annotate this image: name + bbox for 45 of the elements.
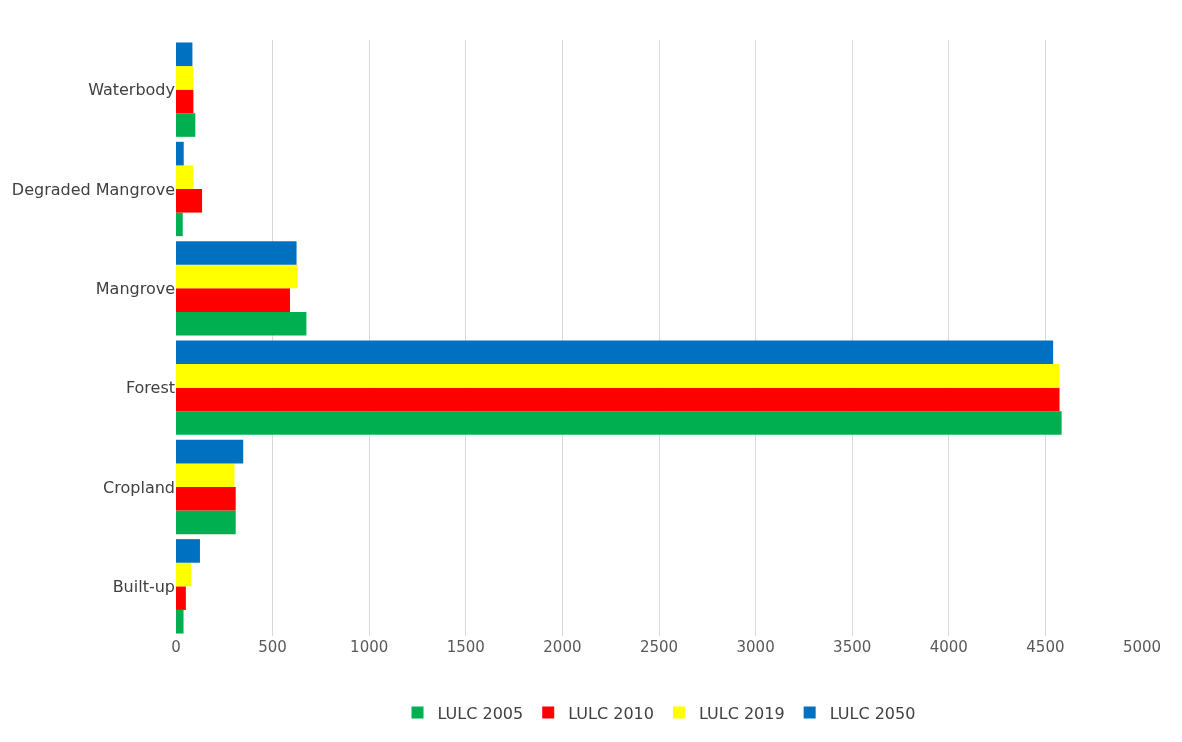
bar <box>176 42 193 67</box>
y-tick-label: Cropland <box>103 477 175 497</box>
bar <box>176 165 194 189</box>
bar <box>176 562 192 587</box>
y-tick-label: Built-up <box>112 576 175 596</box>
x-tick-label: 3000 <box>736 638 775 656</box>
legend-label: LULC 2019 <box>698 703 785 723</box>
legend-label: LULC 2050 <box>829 703 916 723</box>
x-tick-label: 1500 <box>446 638 485 656</box>
bar <box>176 241 297 265</box>
bar <box>176 463 235 487</box>
bar <box>176 141 184 166</box>
bar <box>176 340 1054 365</box>
bar <box>176 487 236 511</box>
bar <box>176 189 203 213</box>
y-tick-label: Waterbody <box>88 80 175 100</box>
x-tick-label: 0 <box>171 638 181 656</box>
x-tick-label: 500 <box>258 638 287 656</box>
x-tick-label: 2500 <box>639 638 679 656</box>
bar <box>176 66 194 90</box>
x-tick-label: 4500 <box>1026 638 1065 656</box>
bar <box>176 539 200 563</box>
y-tick-label: Degraded Mangrove <box>11 179 175 199</box>
bar <box>176 89 194 114</box>
bar <box>176 288 290 312</box>
x-tick-label: 3500 <box>833 638 872 656</box>
bar <box>176 411 1062 435</box>
x-tick-label: 1000 <box>350 638 389 656</box>
bar <box>176 609 184 634</box>
bar <box>176 387 1060 412</box>
bar <box>176 439 244 464</box>
bar <box>176 311 307 336</box>
y-tick-label: Mangrove <box>95 278 175 298</box>
y-tick-label: Forest <box>125 378 175 398</box>
x-tick-label: 5000 <box>1122 638 1162 656</box>
bar <box>176 264 298 289</box>
bar <box>176 212 183 237</box>
legend-label: LULC 2005 <box>437 703 524 723</box>
bar <box>176 364 1060 388</box>
bar <box>176 113 196 137</box>
x-tick-label: 2000 <box>543 638 582 656</box>
legend-label: LULC 2010 <box>568 703 654 723</box>
x-tick-label: 4000 <box>929 638 968 656</box>
bar <box>176 586 186 610</box>
bar <box>176 510 236 535</box>
